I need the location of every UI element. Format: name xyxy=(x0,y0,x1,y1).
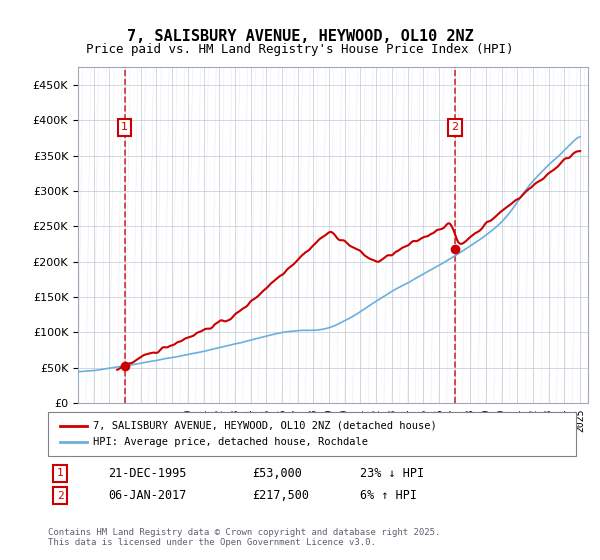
Text: 2: 2 xyxy=(451,122,458,132)
Text: Contains HM Land Registry data © Crown copyright and database right 2025.
This d: Contains HM Land Registry data © Crown c… xyxy=(48,528,440,547)
Text: 6% ↑ HPI: 6% ↑ HPI xyxy=(360,489,417,502)
Text: 2: 2 xyxy=(56,491,64,501)
Text: 21-DEC-1995: 21-DEC-1995 xyxy=(108,466,187,480)
Text: 1: 1 xyxy=(121,122,128,132)
Text: £53,000: £53,000 xyxy=(252,466,302,480)
Text: 23% ↓ HPI: 23% ↓ HPI xyxy=(360,466,424,480)
Text: £217,500: £217,500 xyxy=(252,489,309,502)
Text: 1: 1 xyxy=(56,468,64,478)
Text: 7, SALISBURY AVENUE, HEYWOOD, OL10 2NZ (detached house): 7, SALISBURY AVENUE, HEYWOOD, OL10 2NZ (… xyxy=(93,421,437,431)
Text: 7, SALISBURY AVENUE, HEYWOOD, OL10 2NZ: 7, SALISBURY AVENUE, HEYWOOD, OL10 2NZ xyxy=(127,29,473,44)
Text: HPI: Average price, detached house, Rochdale: HPI: Average price, detached house, Roch… xyxy=(93,437,368,447)
Text: Price paid vs. HM Land Registry's House Price Index (HPI): Price paid vs. HM Land Registry's House … xyxy=(86,43,514,56)
Text: 06-JAN-2017: 06-JAN-2017 xyxy=(108,489,187,502)
